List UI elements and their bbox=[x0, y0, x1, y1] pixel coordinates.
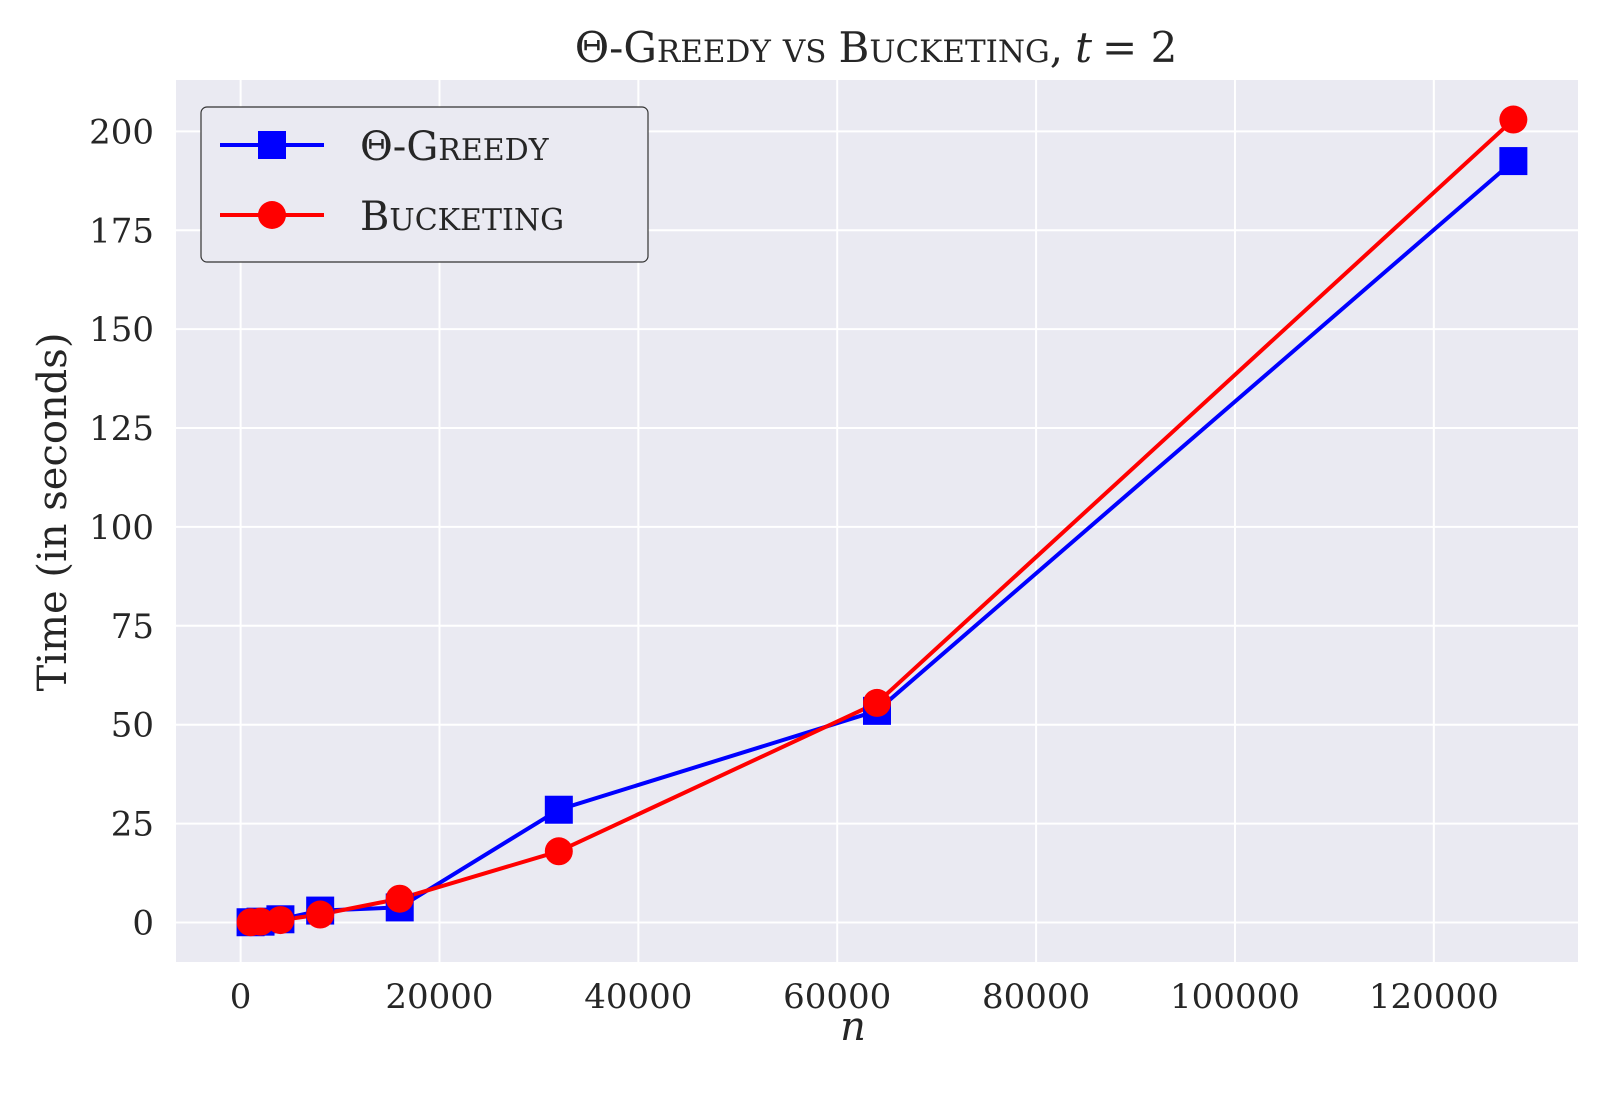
data-point-greedy bbox=[1499, 147, 1528, 176]
y-tick-label: 200 bbox=[89, 112, 154, 152]
y-tick-label: 150 bbox=[89, 310, 154, 350]
y-axis-label: Time (in seconds) bbox=[30, 333, 76, 692]
y-tick-label: 25 bbox=[111, 805, 154, 845]
y-axis-ticks: 0 25 50 75 100 125 150 175 200 bbox=[89, 112, 154, 943]
x-axis-label: n bbox=[840, 1004, 866, 1050]
x-tick-label: 0 bbox=[230, 977, 252, 1017]
legend: Θ-GREEDY BUCKETING bbox=[200, 106, 649, 263]
legend-greedy-g: G bbox=[406, 124, 438, 170]
legend-bucketing-b: B bbox=[360, 194, 389, 240]
x-tick-label: 40000 bbox=[584, 977, 692, 1017]
legend-greedy-dash: - bbox=[393, 124, 407, 170]
data-point-greedy bbox=[544, 795, 573, 824]
data-point-bucketing bbox=[544, 837, 573, 866]
legend-greedy-rest: REEDY bbox=[438, 133, 549, 168]
title-eq: = 2 bbox=[1102, 23, 1177, 72]
title-ucketing: UCKETING bbox=[869, 34, 1049, 70]
chart-title: Θ-GREEDY VS BUCKETING, t = 2 bbox=[575, 23, 1178, 72]
data-point-bucketing bbox=[266, 906, 295, 935]
x-tick-label: 120000 bbox=[1369, 977, 1499, 1017]
x-axis-ticks: 0 20000 40000 60000 80000 100000 120000 bbox=[230, 977, 1499, 1017]
title-t: t bbox=[1075, 23, 1092, 72]
x-tick-label: 100000 bbox=[1170, 977, 1300, 1017]
legend-item-bucketing: BUCKETING bbox=[220, 194, 564, 240]
x-tick-label: 20000 bbox=[385, 977, 493, 1017]
x-tick-label: 80000 bbox=[982, 977, 1090, 1017]
x-tick-label: 60000 bbox=[783, 977, 891, 1017]
legend-marker-circle bbox=[258, 201, 286, 229]
y-tick-label: 75 bbox=[111, 607, 154, 647]
y-tick-label: 175 bbox=[89, 211, 154, 251]
data-point-bucketing bbox=[306, 900, 335, 929]
legend-item-greedy: Θ-GREEDY bbox=[220, 124, 550, 170]
y-tick-label: 0 bbox=[132, 903, 154, 943]
legend-marker-square bbox=[258, 131, 286, 159]
legend-label-greedy: Θ-GREEDY bbox=[360, 124, 550, 170]
series-markers bbox=[236, 105, 1528, 937]
y-tick-label: 50 bbox=[111, 706, 154, 746]
legend-label-bucketing: BUCKETING bbox=[360, 194, 564, 240]
title-reedy: REEDY bbox=[657, 34, 771, 70]
y-tick-label: 100 bbox=[89, 508, 154, 548]
legend-greedy-theta: Θ bbox=[360, 124, 393, 170]
title-vs: VS bbox=[782, 34, 827, 70]
y-tick-label: 125 bbox=[89, 409, 154, 449]
title-comma: , bbox=[1050, 23, 1063, 72]
legend-bucketing-rest: UCKETING bbox=[389, 203, 564, 238]
data-point-bucketing bbox=[863, 688, 891, 717]
title-dash: - bbox=[609, 23, 623, 72]
data-point-bucketing bbox=[385, 884, 414, 913]
data-point-bucketing bbox=[1499, 105, 1528, 134]
title-g: G bbox=[623, 23, 657, 72]
title-b: B bbox=[838, 23, 869, 72]
title-theta: Θ bbox=[575, 23, 609, 72]
